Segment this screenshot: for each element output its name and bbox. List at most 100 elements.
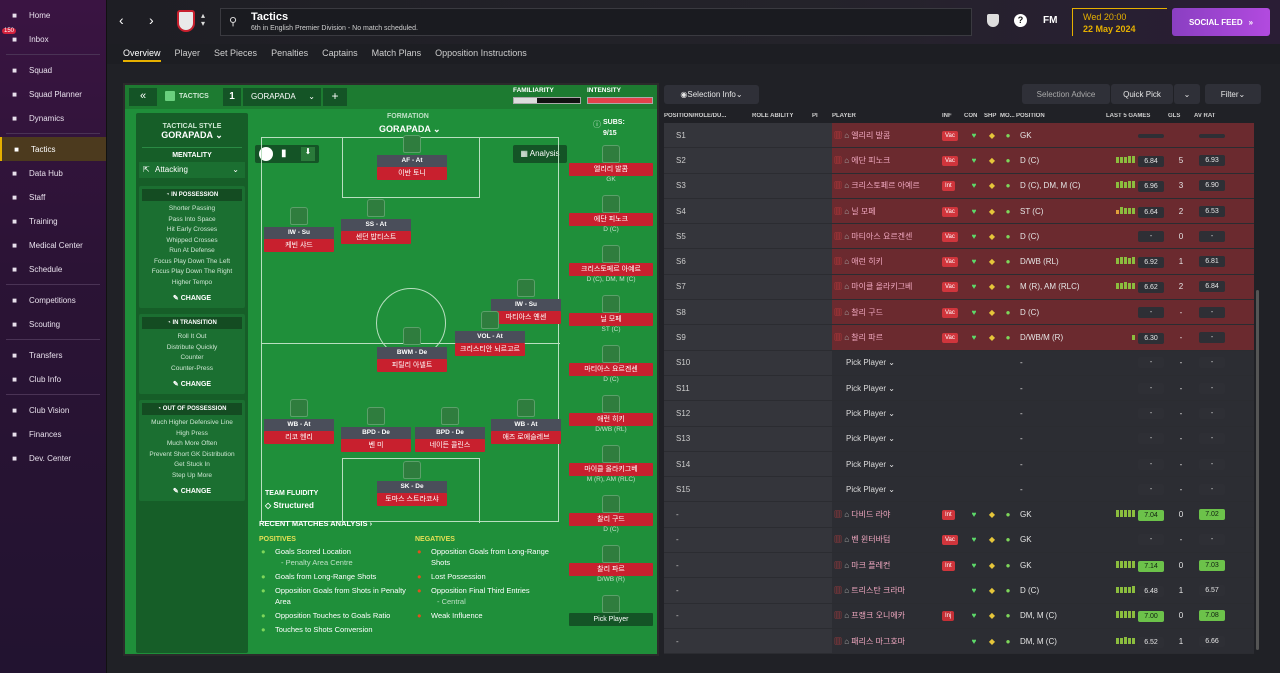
quick-pick-button[interactable]: Quick Pick (1111, 84, 1173, 104)
sidebar-item-data-hub[interactable]: ■ Data Hub (0, 161, 106, 185)
player-cell[interactable]: Pick Player ⌄ (846, 408, 895, 418)
sub-player[interactable]: 닐 모페 ST (C) (568, 295, 654, 345)
sub-player[interactable]: 엘리리 발콤 GK (568, 145, 654, 195)
sidebar-item-squad[interactable]: ■ Squad (0, 58, 106, 82)
player-cell[interactable]: ▥ ⌂ 엘리리 발콤 (834, 130, 891, 140)
table-row[interactable]: - ▥ ⌂ 패리스 마그호마 ♥ ◆ ● DM, M (C) 6.52 1 6.… (664, 628, 1254, 655)
player-cell[interactable]: ▥ ⌂ 닐 모페 (834, 206, 876, 216)
selection-advice-button[interactable]: Selection Advice (1022, 84, 1110, 104)
sidebar-item-inbox[interactable]: ■ Inbox 150 (2, 28, 49, 44)
sidebar-item-staff[interactable]: ■ Staff (0, 185, 106, 209)
player-cell[interactable]: ▥ ⌂ 찰리 파르 (834, 333, 883, 343)
change-button[interactable]: ✎ CHANGE (172, 381, 212, 388)
selection-info-button[interactable]: ◉ Selection Info ⌄ (664, 85, 759, 104)
column-header[interactable]: AV RAT (1194, 113, 1216, 119)
player-cell[interactable]: ▥ ⌂ 찰리 구드 (834, 307, 883, 317)
tactic-slot[interactable]: 1 (223, 88, 241, 106)
column-header[interactable]: SHP (984, 113, 997, 119)
sidebar-item-schedule[interactable]: ■ Schedule (0, 257, 106, 281)
table-row[interactable]: S9 ▥ ⌂ 찰리 파르 Vac ♥ ◆ ● D/WB/M (R) 6.30 -… (664, 325, 1254, 351)
player-cell[interactable]: ▥ ⌂ 프랭크 오니에카 (834, 611, 906, 621)
player-cell[interactable]: Pick Player ⌄ (846, 459, 895, 469)
table-row[interactable]: S12 Pick Player ⌄ - - - - (664, 401, 1254, 427)
sidebar-item-squad-planner[interactable]: ■ Squad Planner (0, 82, 106, 106)
tab-penalties[interactable]: Penalties (271, 48, 309, 58)
player-cell[interactable]: ▥ ⌂ 에단 피노크 (834, 155, 891, 165)
table-row[interactable]: S13 Pick Player ⌄ - - - - (664, 426, 1254, 452)
tab-opposition-instructions[interactable]: Opposition Instructions (435, 48, 527, 58)
table-row[interactable]: - ▥ ⌂ 마크 플레컨 Int ♥ ◆ ● GK 7.14 0 7.03 (664, 553, 1254, 579)
column-header[interactable]: POSITION/ROLE/DU... (664, 113, 727, 119)
sidebar-item-scouting[interactable]: ■ Scouting (0, 312, 106, 336)
formation-select[interactable]: GORAPADA ⌄ (379, 124, 441, 134)
quick-pick-menu-button[interactable]: ⌄ (1174, 84, 1200, 104)
column-header[interactable]: ROLE ABILITY (752, 113, 794, 119)
player-cell[interactable]: ▥ ⌂ 다비드 라야 (834, 510, 891, 520)
sidebar-item-medical-center[interactable]: ■ Medical Center (0, 233, 106, 257)
pitch-player[interactable]: BWM - De 피틸리 아넬트 (377, 327, 447, 372)
table-row[interactable]: S8 ▥ ⌂ 찰리 구드 Vac ♥ ◆ ● D (C) - - - (664, 300, 1254, 326)
table-row[interactable]: - ▥ ⌂ 트리스탄 크라마 ♥ ◆ ● D (C) 6.48 1 6.57 (664, 578, 1254, 604)
sidebar-item-training[interactable]: ■ Training (0, 209, 106, 233)
filter-button[interactable]: Filter ⌄ (1205, 84, 1261, 104)
table-row[interactable]: - ▥ ⌂ 벤 윈터바텀 Vac ♥ ◆ ● GK - - - (664, 527, 1254, 554)
search-icon[interactable]: ⚲ (229, 16, 238, 28)
pitch-player[interactable]: VOL - At 크리스티안 뇌르고르 (455, 311, 525, 356)
download-icon[interactable]: ⬇ (301, 147, 315, 161)
player-cell[interactable]: ▥ ⌂ 마티아스 요르겐센 (834, 231, 913, 241)
forward-button[interactable]: › (149, 12, 154, 28)
player-cell[interactable]: ▥ ⌂ 애런 히키 (834, 257, 883, 267)
recent-matches-link[interactable]: RECENT MATCHES ANALYSIS › (259, 519, 373, 528)
tab-captains[interactable]: Captains (322, 48, 358, 58)
sub-player[interactable]: 애런 히키 D/WB (RL) (568, 395, 654, 445)
table-row[interactable]: S11 Pick Player ⌄ - - - - (664, 375, 1254, 402)
player-cell[interactable]: Pick Player ⌄ (846, 383, 895, 393)
club-badge-icon[interactable] (177, 10, 195, 32)
column-header[interactable]: PLAYER (832, 113, 856, 119)
column-header[interactable]: POSITION (1016, 113, 1045, 119)
sidebar-item-home[interactable]: ■ Home (0, 3, 106, 27)
chevron-updown-icon[interactable]: ▴ ▾ (201, 11, 206, 28)
back-button[interactable]: ‹ (119, 12, 124, 28)
table-row[interactable]: - ▥ ⌂ 다비드 라야 Int ♥ ◆ ● GK 7.04 0 7.02 (664, 502, 1254, 528)
pitch-player[interactable]: BPD - De 벤 미 (341, 407, 411, 452)
table-row[interactable]: S2 ▥ ⌂ 에단 피노크 Vac ♥ ◆ ● D (C) 6.84 5 6.9… (664, 148, 1254, 174)
tab-player[interactable]: Player (174, 48, 201, 58)
player-cell[interactable]: Pick Player ⌄ (846, 484, 895, 494)
table-row[interactable]: S4 ▥ ⌂ 닐 모페 Vac ♥ ◆ ● ST (C) 6.64 2 6.53 (664, 198, 1254, 225)
tactical-style-select[interactable]: GORAPADA ⌄ (161, 130, 223, 140)
table-scrollbar[interactable] (1256, 290, 1259, 650)
pitch-player[interactable]: SK - De 토마스 스트라코샤 (377, 461, 447, 506)
tab-match-plans[interactable]: Match Plans (371, 48, 422, 58)
player-cell[interactable]: Pick Player ⌄ (846, 434, 895, 444)
shield-icon[interactable] (987, 14, 999, 27)
sidebar-item-dev-center[interactable]: ■ Dev. Center (0, 446, 106, 470)
table-row[interactable]: S15 Pick Player ⌄ - - - - (664, 477, 1254, 503)
pitch-player[interactable]: BPD - De 네이든 콜린스 (415, 407, 485, 452)
change-button[interactable]: ✎ CHANGE (172, 295, 212, 302)
column-header[interactable]: MO... (1000, 113, 1015, 119)
mentality-select[interactable]: ⇱ Attacking ⌄ (139, 162, 245, 178)
column-header[interactable]: INF (942, 113, 952, 119)
sub-player[interactable]: 마이클 올라키그베 M (R), AM (RLC) (568, 445, 654, 495)
table-row[interactable]: S6 ▥ ⌂ 애런 히키 Vac ♥ ◆ ● D/WB (RL) 6.92 1 … (664, 249, 1254, 275)
sidebar-item-club-vision[interactable]: ■ Club Vision (0, 398, 106, 422)
player-cell[interactable]: ▥ ⌂ 마이클 올라키그베 (834, 282, 913, 292)
player-cell[interactable]: ▥ ⌂ 크리스토페르 아예르 (834, 181, 920, 191)
sidebar-item-club-info[interactable]: ■ Club Info (0, 367, 106, 391)
sub-player[interactable]: 찰리 구드 D (C) (568, 495, 654, 545)
fm-logo[interactable]: FM (1043, 15, 1058, 26)
table-row[interactable]: S7 ▥ ⌂ 마이클 올라키그베 Vac ♥ ◆ ● M (R), AM (RL… (664, 274, 1254, 301)
player-cell[interactable]: Pick Player ⌄ (846, 358, 895, 368)
tactic-select[interactable]: GORAPADA ⌄ (243, 88, 321, 106)
tab-set-pieces[interactable]: Set Pieces (214, 48, 258, 58)
social-feed-button[interactable]: SOCIAL FEED» (1172, 8, 1270, 36)
sub-player[interactable]: 찰리 파르 D/WB (R) (568, 545, 654, 595)
sidebar-item-competitions[interactable]: ■ Competitions (0, 288, 106, 312)
column-header[interactable]: LAST 5 GAMES (1106, 113, 1151, 119)
chart-icon[interactable]: ▮ (281, 148, 287, 159)
sidebar-item-dynamics[interactable]: ■ Dynamics (0, 106, 106, 130)
sidebar-item-transfers[interactable]: ■ Transfers (0, 343, 106, 367)
pitch-player[interactable]: SS - At 센던 밥티스트 (341, 199, 411, 244)
date-box[interactable]: Wed 20:00 22 May 2024 (1072, 8, 1167, 36)
